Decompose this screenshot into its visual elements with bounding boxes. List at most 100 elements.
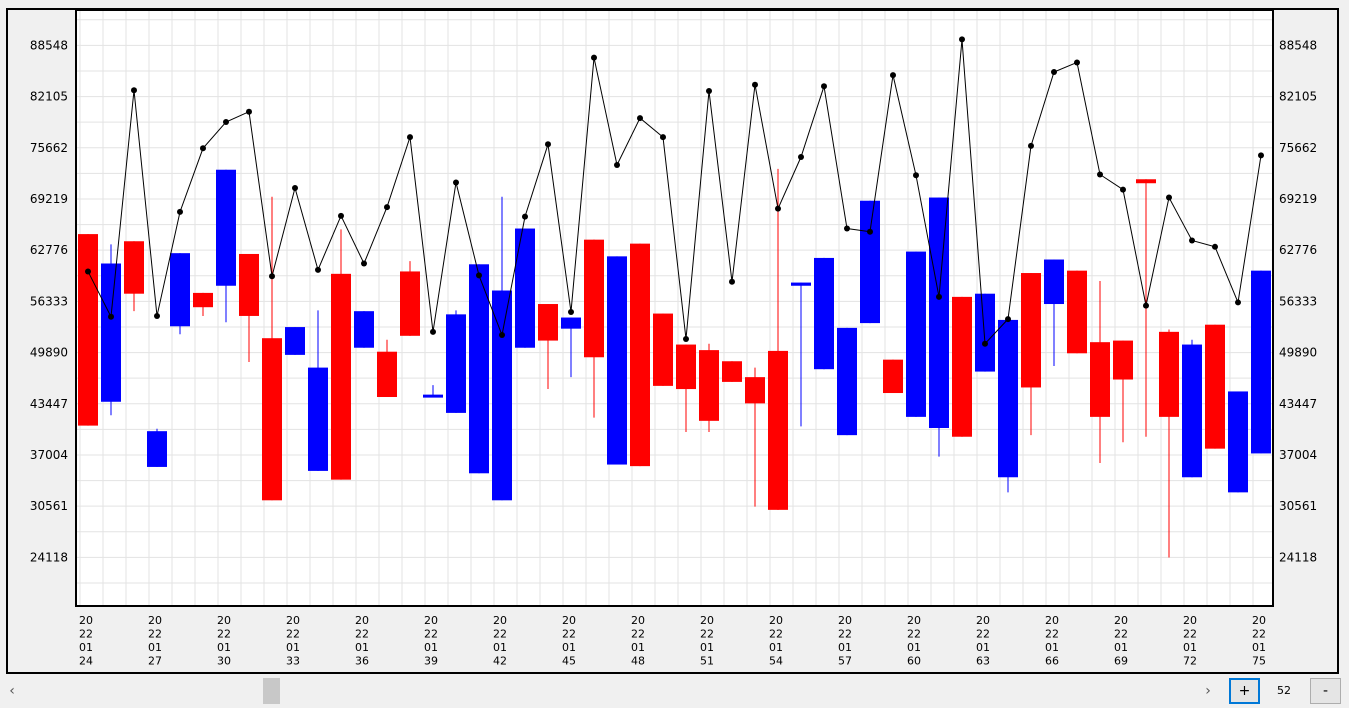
x-tick-label: 69	[1114, 655, 1128, 668]
x-tick-label: 54	[769, 655, 783, 668]
candle-body	[446, 314, 466, 413]
x-tick-label: 01	[217, 641, 231, 654]
x-tick-label: 01	[1045, 641, 1059, 654]
line-series-point	[775, 205, 781, 212]
x-tick-label: 01	[1252, 641, 1266, 654]
line-series-point	[913, 172, 919, 179]
line-series-point	[177, 208, 183, 215]
x-tick-label: 72	[1183, 655, 1197, 668]
x-tick-label: 01	[286, 641, 300, 654]
y-tick-label-right: 37004	[1279, 448, 1317, 462]
line-series-point	[1235, 299, 1241, 306]
x-tick-label: 22	[631, 628, 645, 641]
line-series-point	[499, 332, 505, 339]
line-series-point	[844, 225, 850, 232]
x-tick-label: 22	[79, 628, 93, 641]
x-tick-label: 01	[700, 641, 714, 654]
x-tick-label: 20	[631, 614, 645, 627]
x-tick-label: 66	[1045, 655, 1059, 668]
line-series-point	[154, 312, 160, 319]
candle-body	[262, 338, 282, 501]
line-series-point	[338, 212, 344, 219]
line-series-point	[1028, 142, 1034, 149]
zoom-out-button[interactable]: -	[1310, 678, 1341, 704]
candle-body	[676, 344, 696, 390]
line-series-point	[982, 340, 988, 347]
x-tick-label: 63	[976, 655, 990, 668]
candle-body	[952, 296, 972, 437]
line-series-point	[1143, 302, 1149, 309]
candlestick-chart: 24118 24118 30561 30561 37004 37004 43447 43447…	[30, 10, 1317, 668]
line-series-point	[729, 278, 735, 285]
x-tick-label: 01	[631, 641, 645, 654]
y-tick-label-right: 62776	[1279, 243, 1317, 257]
x-tick-label: 20	[907, 614, 921, 627]
candle-body	[170, 253, 190, 327]
candle-body	[285, 327, 305, 355]
candle-body	[998, 319, 1018, 478]
x-tick-label: 20	[217, 614, 231, 627]
x-tick-label: 22	[355, 628, 369, 641]
x-tick-label: 51	[700, 655, 714, 668]
line-series-point	[1189, 237, 1195, 244]
y-tick-label-left: 75662	[30, 141, 68, 155]
y-tick-label-left: 69219	[30, 192, 68, 206]
line-series-point	[246, 108, 252, 115]
line-series-point	[1051, 68, 1057, 75]
candle-body	[860, 200, 880, 324]
x-tick-label: 22	[493, 628, 507, 641]
x-tick-label: 22	[1252, 628, 1266, 641]
x-tick-label: 20	[1045, 614, 1059, 627]
x-tick-label: 22	[1183, 628, 1197, 641]
x-tick-label: 01	[1114, 641, 1128, 654]
x-tick-label: 60	[907, 655, 921, 668]
x-tick-label: 30	[217, 655, 231, 668]
candle-body	[722, 361, 742, 382]
plot-border	[75, 10, 1274, 607]
line-series-point	[568, 308, 574, 315]
line-series-point	[1166, 194, 1172, 201]
x-tick-label: 20	[79, 614, 93, 627]
candle-body	[768, 350, 788, 510]
candle-body	[814, 257, 834, 370]
candle-body	[1021, 273, 1041, 388]
x-tick-label: 01	[148, 641, 162, 654]
candle-body	[377, 351, 397, 398]
line-series-point	[1074, 59, 1080, 66]
x-tick-label: 22	[976, 628, 990, 641]
x-tick-label: 57	[838, 655, 852, 668]
line-series-point	[315, 266, 321, 273]
zoom-in-button[interactable]: +	[1229, 678, 1260, 704]
line-series-point	[545, 141, 551, 148]
x-tick-label: 01	[562, 641, 576, 654]
x-tick-label: 20	[148, 614, 162, 627]
y-tick-label-right: 82105	[1279, 90, 1317, 104]
line-series-point	[522, 213, 528, 220]
line-series-point	[269, 273, 275, 280]
candle-body	[791, 282, 811, 286]
line-series-point	[614, 161, 620, 168]
candle-body	[124, 241, 144, 294]
horizontal-scrollbar-thumb[interactable]	[263, 678, 280, 704]
line-series-point	[591, 54, 597, 61]
scroll-right-icon[interactable]: ›	[1205, 683, 1211, 699]
candle-body	[1251, 270, 1271, 454]
y-tick-label-right: 75662	[1279, 141, 1317, 155]
line-series-point	[361, 260, 367, 267]
scroll-left-icon[interactable]: ‹	[9, 683, 15, 699]
chart-frame: 24118 24118 30561 30561 37004 37004 43447 43447…	[6, 8, 1339, 674]
x-tick-label: 01	[493, 641, 507, 654]
candle-body	[1067, 270, 1087, 354]
candle-body	[515, 228, 535, 348]
candle-body	[745, 377, 765, 404]
candle-body	[78, 234, 98, 426]
bottom-toolbar: ‹ › + 52 -	[0, 676, 1349, 708]
x-tick-label: 75	[1252, 655, 1266, 668]
line-series-point	[453, 179, 459, 186]
y-tick-label-left: 24118	[30, 550, 68, 564]
x-tick-label: 20	[493, 614, 507, 627]
line-series-point	[200, 145, 206, 152]
x-tick-label: 20	[838, 614, 852, 627]
candle-body	[469, 264, 489, 474]
candle-body	[331, 273, 351, 480]
